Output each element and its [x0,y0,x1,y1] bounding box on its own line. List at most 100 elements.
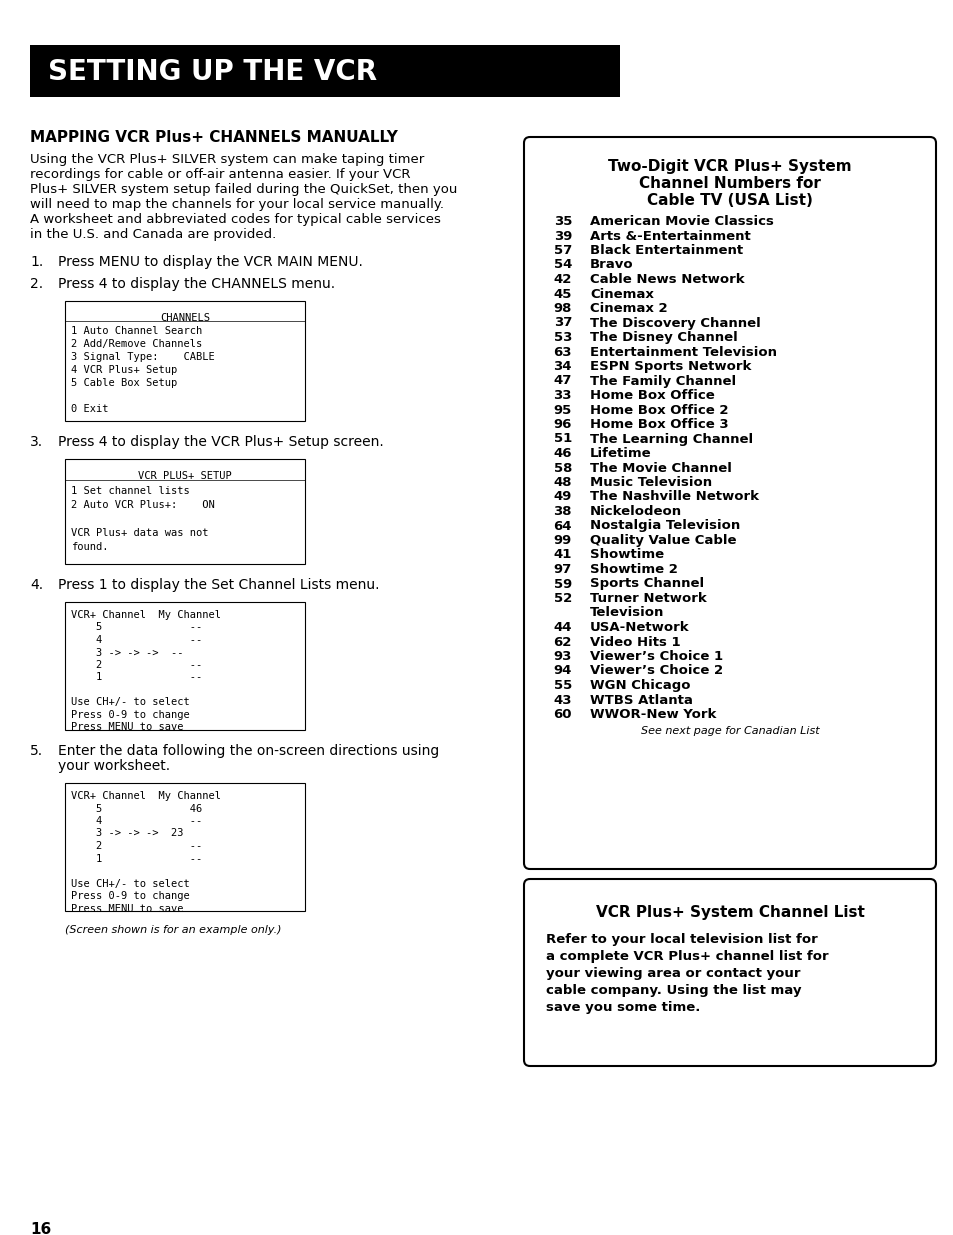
Text: Arts &-Entertainment: Arts &-Entertainment [589,230,750,242]
Text: See next page for Canadian List: See next page for Canadian List [640,726,819,736]
Bar [65,783,305,911]
Text: 99: 99 [553,534,572,547]
Text: Enter the data following the on-screen directions using: Enter the data following the on-screen d… [58,743,438,758]
Text: 2              --: 2 -- [71,841,202,851]
Text: 5 Cable Box Setup: 5 Cable Box Setup [71,378,177,388]
Text: 94: 94 [553,664,572,678]
Text: 3 -> -> ->  23: 3 -> -> -> 23 [71,829,183,839]
Text: Two-Digit VCR Plus+ System: Two-Digit VCR Plus+ System [608,159,851,174]
Bar [65,301,305,421]
Text: Viewer’s Choice 1: Viewer’s Choice 1 [589,650,722,663]
Text: 37: 37 [553,316,572,330]
Text: 59: 59 [553,578,572,590]
Text: VCR+ Channel  My Channel: VCR+ Channel My Channel [71,790,221,802]
Text: Showtime: Showtime [589,548,663,562]
Text: Quality Value Cable: Quality Value Cable [589,534,736,547]
Text: 1 Set channel lists: 1 Set channel lists [71,487,190,496]
Text: 38: 38 [553,505,572,517]
Text: Black Entertainment: Black Entertainment [589,245,742,257]
Text: Use CH+/- to select: Use CH+/- to select [71,878,190,888]
Text: Cable TV (USA List): Cable TV (USA List) [646,193,812,207]
Text: Entertainment Television: Entertainment Television [589,346,776,358]
Text: 64: 64 [553,520,572,532]
Text: WGN Chicago: WGN Chicago [589,679,690,692]
Text: 41: 41 [553,548,572,562]
Text: Press MENU to save: Press MENU to save [71,722,183,732]
Text: Video Hits 1: Video Hits 1 [589,636,679,648]
Text: 1.: 1. [30,254,43,269]
Text: WTBS Atlanta: WTBS Atlanta [589,694,692,706]
Text: The Learning Channel: The Learning Channel [589,432,752,446]
Text: 95: 95 [553,404,572,416]
Text: VCR Plus+ System Channel List: VCR Plus+ System Channel List [595,905,863,920]
Text: 52: 52 [553,592,572,605]
Text: 5              --: 5 -- [71,622,202,632]
FancyBboxPatch shape [523,879,935,1066]
Text: A worksheet and abbreviated codes for typical cable services: A worksheet and abbreviated codes for ty… [30,212,440,226]
Text: Cinemax 2: Cinemax 2 [589,303,667,315]
Text: cable company. Using the list may: cable company. Using the list may [545,984,801,997]
Text: 4 VCR Plus+ Setup: 4 VCR Plus+ Setup [71,366,177,375]
Text: 2 Add/Remove Channels: 2 Add/Remove Channels [71,338,202,350]
Text: 43: 43 [553,694,572,706]
Text: Refer to your local television list for: Refer to your local television list for [545,932,817,946]
Text: Viewer’s Choice 2: Viewer’s Choice 2 [589,664,722,678]
Text: WWOR-New York: WWOR-New York [589,708,716,721]
Text: Press 4 to display the VCR Plus+ Setup screen.: Press 4 to display the VCR Plus+ Setup s… [58,435,383,450]
Text: Nostalgia Television: Nostalgia Television [589,520,740,532]
Text: 97: 97 [553,563,572,576]
Text: 58: 58 [553,462,572,474]
Text: 42: 42 [553,273,572,287]
Text: The Nashville Network: The Nashville Network [589,490,759,504]
Text: 5              46: 5 46 [71,804,202,814]
Bar [30,44,619,98]
Text: SETTING UP THE VCR: SETTING UP THE VCR [48,58,376,86]
Text: recordings for cable or off-air antenna easier. If your VCR: recordings for cable or off-air antenna … [30,168,410,182]
Text: 96: 96 [553,417,572,431]
Text: your worksheet.: your worksheet. [58,760,170,773]
Text: will need to map the channels for your local service manually.: will need to map the channels for your l… [30,198,443,211]
Text: CHANNELS: CHANNELS [160,312,210,324]
Text: 2 Auto VCR Plus+:    ON: 2 Auto VCR Plus+: ON [71,500,214,510]
Text: VCR PLUS+ SETUP: VCR PLUS+ SETUP [138,471,232,480]
Text: 49: 49 [553,490,572,504]
Text: Home Box Office 3: Home Box Office 3 [589,417,728,431]
Text: in the U.S. and Canada are provided.: in the U.S. and Canada are provided. [30,228,276,241]
Text: 44: 44 [553,621,572,634]
Text: 60: 60 [553,708,572,721]
Text: MAPPING VCR Plus+ CHANNELS MANUALLY: MAPPING VCR Plus+ CHANNELS MANUALLY [30,130,397,144]
Text: Cinemax: Cinemax [589,288,653,300]
Text: 93: 93 [553,650,572,663]
Text: Press 0-9 to change: Press 0-9 to change [71,890,190,902]
Text: Use CH+/- to select: Use CH+/- to select [71,698,190,708]
Text: 57: 57 [553,245,572,257]
Text: 48: 48 [553,475,572,489]
Text: VCR+ Channel  My Channel: VCR+ Channel My Channel [71,610,221,620]
Text: Showtime 2: Showtime 2 [589,563,678,576]
Text: 46: 46 [553,447,572,459]
Text: Home Box Office: Home Box Office [589,389,714,403]
Text: 0 Exit: 0 Exit [71,404,109,414]
Text: 53: 53 [553,331,572,345]
Text: 3.: 3. [30,435,43,450]
Text: 4.: 4. [30,578,43,592]
Text: 51: 51 [553,432,572,446]
Text: Turner Network: Turner Network [589,592,706,605]
Text: 3 -> -> ->  --: 3 -> -> -> -- [71,647,183,657]
Text: Press 1 to display the Set Channel Lists menu.: Press 1 to display the Set Channel Lists… [58,578,379,592]
Text: (Screen shown is for an example only.): (Screen shown is for an example only.) [65,925,281,935]
Text: 3 Signal Type:    CABLE: 3 Signal Type: CABLE [71,352,214,362]
Text: your viewing area or contact your: your viewing area or contact your [545,967,800,981]
Text: American Movie Classics: American Movie Classics [589,215,773,228]
Text: Television: Television [589,606,663,620]
Text: Press MENU to save: Press MENU to save [71,904,183,914]
Text: Nickelodeon: Nickelodeon [589,505,681,517]
Text: Bravo: Bravo [589,258,633,272]
Text: Music Television: Music Television [589,475,711,489]
Text: Sports Channel: Sports Channel [589,578,703,590]
Text: 1 Auto Channel Search: 1 Auto Channel Search [71,326,202,336]
Text: Cable News Network: Cable News Network [589,273,744,287]
Text: 33: 33 [553,389,572,403]
Text: 45: 45 [553,288,572,300]
Text: 4              --: 4 -- [71,635,202,645]
